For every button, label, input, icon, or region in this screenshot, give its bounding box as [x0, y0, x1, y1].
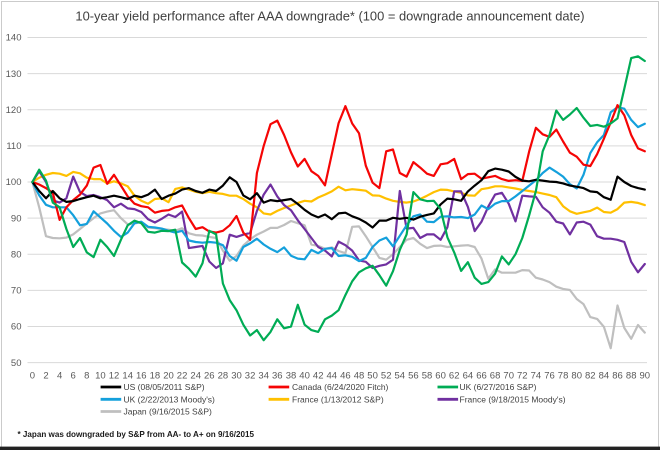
svg-text:100: 100	[6, 177, 22, 188]
svg-text:56: 56	[408, 371, 419, 382]
svg-text:90: 90	[11, 213, 22, 224]
svg-text:66: 66	[476, 371, 487, 382]
svg-text:46: 46	[340, 371, 351, 382]
svg-text:80: 80	[571, 371, 582, 382]
svg-text:62: 62	[449, 371, 460, 382]
svg-text:20: 20	[163, 371, 174, 382]
svg-text:14: 14	[122, 371, 133, 382]
svg-text:18: 18	[150, 371, 161, 382]
svg-text:64: 64	[463, 371, 474, 382]
svg-text:40: 40	[299, 371, 310, 382]
svg-text:10-year yield performance afte: 10-year yield performance after AAA down…	[75, 9, 584, 24]
svg-text:84: 84	[599, 371, 610, 382]
svg-text:Japan (9/16/2015 S&P): Japan (9/16/2015 S&P)	[124, 407, 213, 417]
svg-text:50: 50	[11, 358, 22, 369]
svg-text:72: 72	[517, 371, 528, 382]
svg-text:0: 0	[30, 371, 35, 382]
svg-text:26: 26	[204, 371, 215, 382]
svg-text:10: 10	[95, 371, 106, 382]
svg-text:50: 50	[367, 371, 378, 382]
svg-text:34: 34	[258, 371, 269, 382]
svg-text:140: 140	[6, 33, 22, 44]
svg-text:70: 70	[503, 371, 514, 382]
svg-text:78: 78	[558, 371, 569, 382]
svg-text:30: 30	[231, 371, 242, 382]
svg-text:48: 48	[354, 371, 365, 382]
svg-text:44: 44	[327, 371, 338, 382]
svg-text:12: 12	[109, 371, 120, 382]
svg-text:110: 110	[6, 141, 21, 152]
svg-text:90: 90	[640, 371, 651, 382]
svg-text:US (08/05/2011 S&P): US (08/05/2011 S&P)	[124, 382, 205, 392]
svg-text:38: 38	[286, 371, 297, 382]
svg-text:36: 36	[272, 371, 283, 382]
svg-text:24: 24	[190, 371, 201, 382]
svg-text:28: 28	[218, 371, 229, 382]
svg-text:UK (2/22/2013 Moody's): UK (2/22/2013 Moody's)	[124, 394, 216, 404]
svg-text:Canada (6/24/2020 Fitch): Canada (6/24/2020 Fitch)	[292, 382, 389, 392]
svg-text:42: 42	[313, 371, 324, 382]
svg-text:88: 88	[626, 371, 637, 382]
svg-text:86: 86	[612, 371, 623, 382]
svg-text:82: 82	[585, 371, 596, 382]
svg-text:68: 68	[490, 371, 501, 382]
svg-text:74: 74	[531, 371, 542, 382]
svg-text:130: 130	[6, 69, 22, 80]
svg-text:4: 4	[57, 371, 62, 382]
svg-text:52: 52	[381, 371, 392, 382]
svg-text:32: 32	[245, 371, 256, 382]
svg-text:UK (6/27/2016 S&P): UK (6/27/2016 S&P)	[460, 382, 537, 392]
svg-text:France (1/13/2012 S&P): France (1/13/2012 S&P)	[292, 394, 384, 404]
svg-text:2: 2	[43, 371, 48, 382]
svg-text:120: 120	[6, 105, 22, 116]
svg-text:60: 60	[435, 371, 446, 382]
svg-text:16: 16	[136, 371, 147, 382]
svg-text:8: 8	[84, 371, 89, 382]
svg-text:76: 76	[544, 371, 555, 382]
svg-text:* Japan was downgraded by S&P: * Japan was downgraded by S&P from AA- t…	[18, 430, 255, 439]
svg-text:France (9/18/2015 Moody's): France (9/18/2015 Moody's)	[460, 394, 566, 404]
svg-text:54: 54	[395, 371, 406, 382]
svg-text:80: 80	[11, 249, 22, 260]
svg-text:58: 58	[422, 371, 433, 382]
svg-text:6: 6	[71, 371, 76, 382]
svg-text:60: 60	[11, 322, 22, 333]
svg-text:70: 70	[11, 286, 22, 297]
svg-text:22: 22	[177, 371, 188, 382]
